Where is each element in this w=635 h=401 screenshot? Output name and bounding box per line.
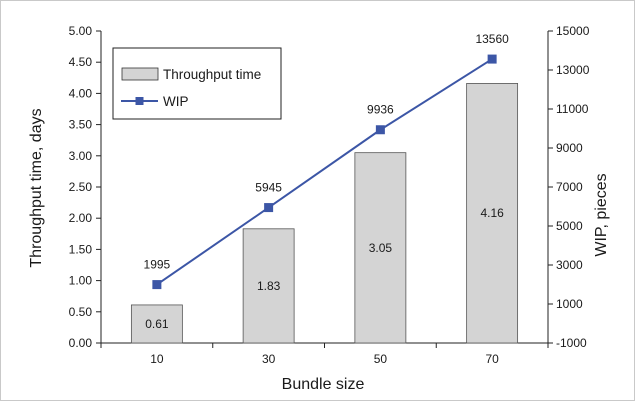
x-tick-label: 10 [150,352,164,366]
wip-data-label: 9936 [367,103,394,117]
y-tick-label: 2.00 [69,211,93,225]
legend: Throughput time WIP [112,47,282,120]
wip-line [156,58,493,286]
throughput-bar-label: 0.61 [145,317,169,331]
throughput-bar [242,228,295,344]
y2-tick-label: 3000 [556,258,583,272]
y-tick-label: 4.00 [69,86,93,100]
y-tick-label: 5.00 [69,24,93,38]
y2-axis-title: WIP, pieces [593,173,610,256]
y-tick-label: 3.50 [69,118,93,132]
legend-wip-label: WIP [163,94,189,109]
x-axis-title: Bundle size [282,376,365,393]
throughput-bar-label: 1.83 [257,279,281,293]
y2-tick-label: 11000 [556,102,589,116]
wip-data-label: 1995 [144,258,171,272]
wip-marker [264,203,274,213]
x-tick-label: 50 [374,352,388,366]
throughput-bar-label: 3.05 [369,241,393,255]
y2-tick-label: 13000 [556,63,590,77]
axes-layer: 0.00 0.50 1.00 1.50 2.00 2.50 3.00 3.50 4.00 4.50… [69,24,590,366]
throughput-bar [466,83,519,344]
bars-layer: 0.61 1.83 3.05 4.16 [130,83,519,344]
throughput-bar-label: 4.16 [480,206,504,220]
y-tick-label: 4.50 [69,55,93,69]
y-tick-label: 1.50 [69,242,93,256]
legend-box [112,47,282,120]
wip-line-layer: 1995 5945 9936 13560 [144,32,509,290]
throughput-bar [354,152,407,344]
wip-marker [487,54,497,64]
wip-data-label: 13560 [475,32,509,46]
y-tick-label: 2.50 [69,180,93,194]
legend-throughput-swatch [121,67,159,81]
legend-wip-marker [135,97,144,105]
wip-marker [152,280,162,290]
x-tick-label: 30 [262,352,276,366]
y2-tick-label: 5000 [556,219,583,233]
y2-tick-label: 7000 [556,180,583,194]
wip-marker [375,125,385,135]
y-tick-label: 3.00 [69,149,93,163]
y-axis-title: Throughput time, days [28,108,45,267]
y2-tick-label: 1000 [556,297,583,311]
y2-tick-label: 9000 [556,141,583,155]
wip-data-label: 5945 [255,181,282,195]
y2-tick-label: -1000 [556,336,587,350]
throughput-bar [130,304,183,344]
x-tick-label: 70 [485,352,499,366]
legend-throughput-label: Throughput time [163,67,261,82]
y-tick-label: 1.00 [69,274,93,288]
y-tick-label: 0.50 [69,305,93,319]
y2-tick-label: 15000 [556,24,590,38]
y-tick-label: 0.00 [69,336,93,350]
